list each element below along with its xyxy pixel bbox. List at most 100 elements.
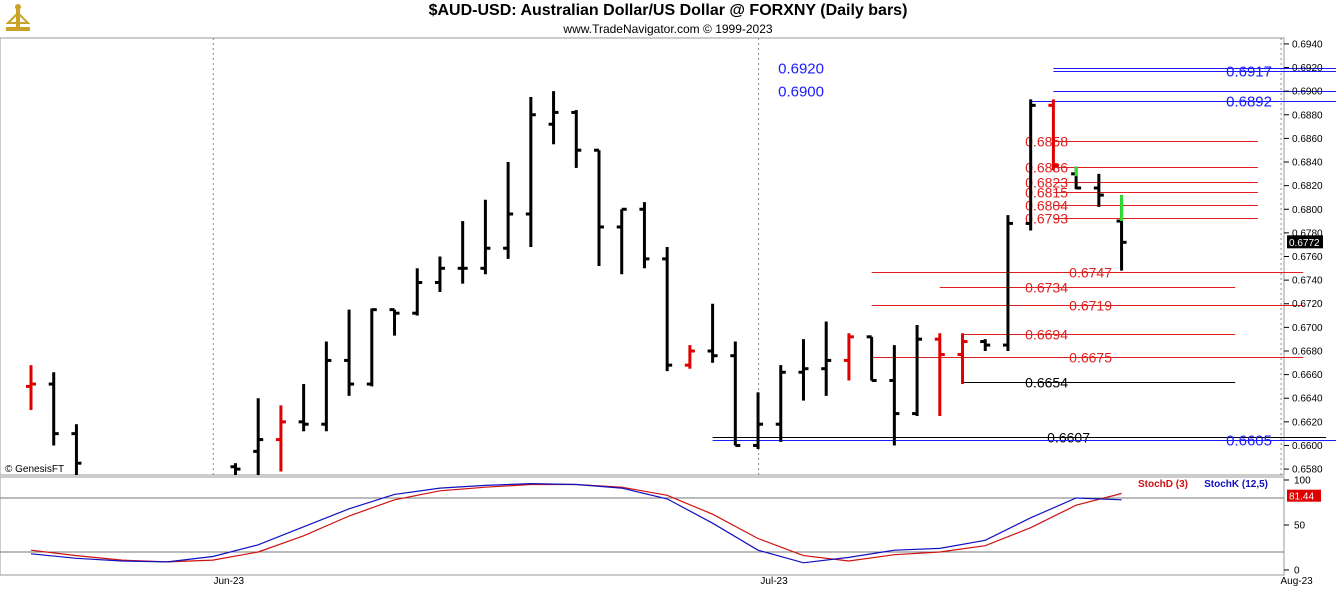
level-label: 0.6793	[1025, 211, 1068, 227]
main-plot-frame	[0, 37, 1285, 476]
level-lines: 0.6920 0.69170.69000.68920.68580.68360.68…	[712, 61, 1336, 450]
ohlc-bar	[639, 202, 650, 269]
price-tick-label: 0.6820	[1292, 181, 1323, 192]
level-label: 0.6815	[1025, 185, 1068, 201]
trade-navigator-logo-icon	[5, 4, 31, 31]
level-label: 0.6747	[1069, 265, 1112, 281]
ohlc-bar	[821, 321, 832, 396]
price-tick-label: 0.6780	[1292, 228, 1323, 239]
ohlc-bar	[389, 308, 400, 336]
price-tick-label: 0.6700	[1292, 323, 1323, 334]
chart-header: $AUD-USD: Australian Dollar/US Dollar @ …	[0, 0, 1336, 38]
level-label: 0.6917	[1226, 64, 1272, 81]
stoch-tick-label: 50	[1294, 521, 1306, 532]
stoch-tick-label: 100	[1294, 476, 1311, 487]
ohlc-bar	[912, 325, 923, 416]
level-label: 0.6719	[1069, 298, 1112, 314]
stoch-value-label: 81.44	[1289, 492, 1314, 503]
price-tick-label: 0.6580	[1292, 465, 1323, 476]
ohlc-bar	[1025, 99, 1036, 231]
level-label: 0.6892	[1226, 94, 1272, 111]
price-tick-label: 0.6740	[1292, 276, 1323, 287]
ohlc-bar	[730, 341, 741, 447]
ohlc-bar	[230, 463, 241, 475]
ohlc-bar	[525, 97, 536, 248]
date-tick-label: Jul-23	[760, 576, 788, 587]
stoch-legend-k: StochK (12,5)	[1204, 479, 1268, 490]
ohlc-bar	[321, 341, 332, 432]
level-label: 0.6804	[1025, 198, 1068, 214]
price-tick-label: 0.6840	[1292, 158, 1323, 169]
level-label: 0.6694	[1025, 327, 1068, 343]
ohlc-bar	[548, 91, 559, 145]
ohlc-bar	[889, 345, 900, 446]
ohlc-bar	[48, 372, 59, 446]
level-label: 0.6675	[1069, 350, 1112, 366]
level-label: 0.6734	[1025, 280, 1068, 296]
level-label: 0.6607	[1047, 430, 1090, 446]
price-tick-label: 0.6940	[1292, 39, 1323, 50]
level-label: 0.6858	[1025, 134, 1068, 150]
price-tick-label: 0.6760	[1292, 252, 1323, 263]
ohlc-bar	[366, 308, 377, 387]
price-tick-label: 0.6720	[1292, 299, 1323, 310]
ohlc-bar	[707, 303, 718, 363]
ohlc-bar	[298, 384, 309, 432]
genesis-watermark: © GenesisFT	[5, 464, 64, 475]
level-label: 0.6605	[1226, 433, 1272, 450]
stoch-legend-d: StochD (3)	[1138, 479, 1188, 490]
level-label: 0.6823	[1025, 175, 1068, 191]
chart-subtitle: www.TradeNavigator.com © 1999-2023	[563, 22, 773, 36]
ohlc-bar	[412, 268, 423, 316]
ohlc-bar	[594, 148, 604, 266]
level-label: 0.6654	[1025, 375, 1068, 391]
ohlc-bar	[753, 392, 764, 450]
ohlc-bar	[775, 365, 786, 442]
stoch-tick-label: 0	[1294, 566, 1300, 577]
price-tick-label: 0.6900	[1292, 87, 1323, 98]
stoch-value-badge	[1287, 489, 1321, 502]
price-tick-label: 0.6800	[1292, 205, 1323, 216]
ohlc-bar	[434, 256, 445, 292]
ohlc-bar	[344, 309, 355, 396]
ohlc-bar	[798, 339, 809, 401]
ohlc-bar	[26, 365, 36, 411]
price-tick-label: 0.6660	[1292, 370, 1323, 381]
ohlc-bar	[1048, 99, 1059, 171]
date-tick-label: Aug-23	[1280, 576, 1313, 587]
level-label: 0.6920	[778, 61, 824, 78]
price-axis: 0.6940 0.6920 0.6900 0.6880 0.6860 0.6840 0.68…	[1284, 39, 1323, 476]
ohlc-bar	[662, 247, 673, 372]
price-bars	[26, 91, 1127, 475]
price-tick-label: 0.6620	[1292, 417, 1323, 428]
level-label: 0.6900	[778, 84, 824, 101]
level-label: 0.6836	[1025, 160, 1068, 176]
ohlc-bar	[980, 339, 991, 351]
ohlc-bar	[934, 333, 945, 416]
ohlc-bar	[957, 333, 968, 385]
price-tick-label: 0.6920	[1292, 63, 1323, 74]
ohlc-bar	[503, 162, 514, 259]
price-tick-label: 0.6860	[1292, 134, 1323, 145]
last-price-label: 0.6772	[1289, 238, 1320, 249]
price-tick-label: 0.6680	[1292, 346, 1323, 357]
ohlc-bar	[457, 221, 468, 284]
ohlc-bar	[843, 333, 854, 381]
price-tick-label: 0.6640	[1292, 394, 1323, 405]
ohlc-bar	[480, 199, 491, 275]
ohlc-bar	[571, 110, 582, 168]
ohlc-bar	[684, 345, 695, 369]
ohlc-bar	[1002, 215, 1013, 351]
chart-title: $AUD-USD: Australian Dollar/US Dollar @ …	[428, 2, 908, 19]
stoch-line-1	[30, 482, 1122, 564]
stochastic-panel: 100 50 0 StochD (3) StochK (12,5) 81.44	[0, 476, 1321, 577]
ohlc-bar	[1093, 173, 1104, 207]
ohlc-bar	[616, 207, 627, 275]
price-tick-label: 0.6600	[1292, 441, 1323, 452]
ohlc-bar	[253, 398, 264, 475]
ohlc-bar	[866, 335, 877, 383]
date-tick-label: Jun-23	[213, 576, 244, 587]
ohlc-bar	[275, 405, 286, 472]
date-axis: Jun-23 Jul-23 Aug-23	[213, 576, 1313, 587]
